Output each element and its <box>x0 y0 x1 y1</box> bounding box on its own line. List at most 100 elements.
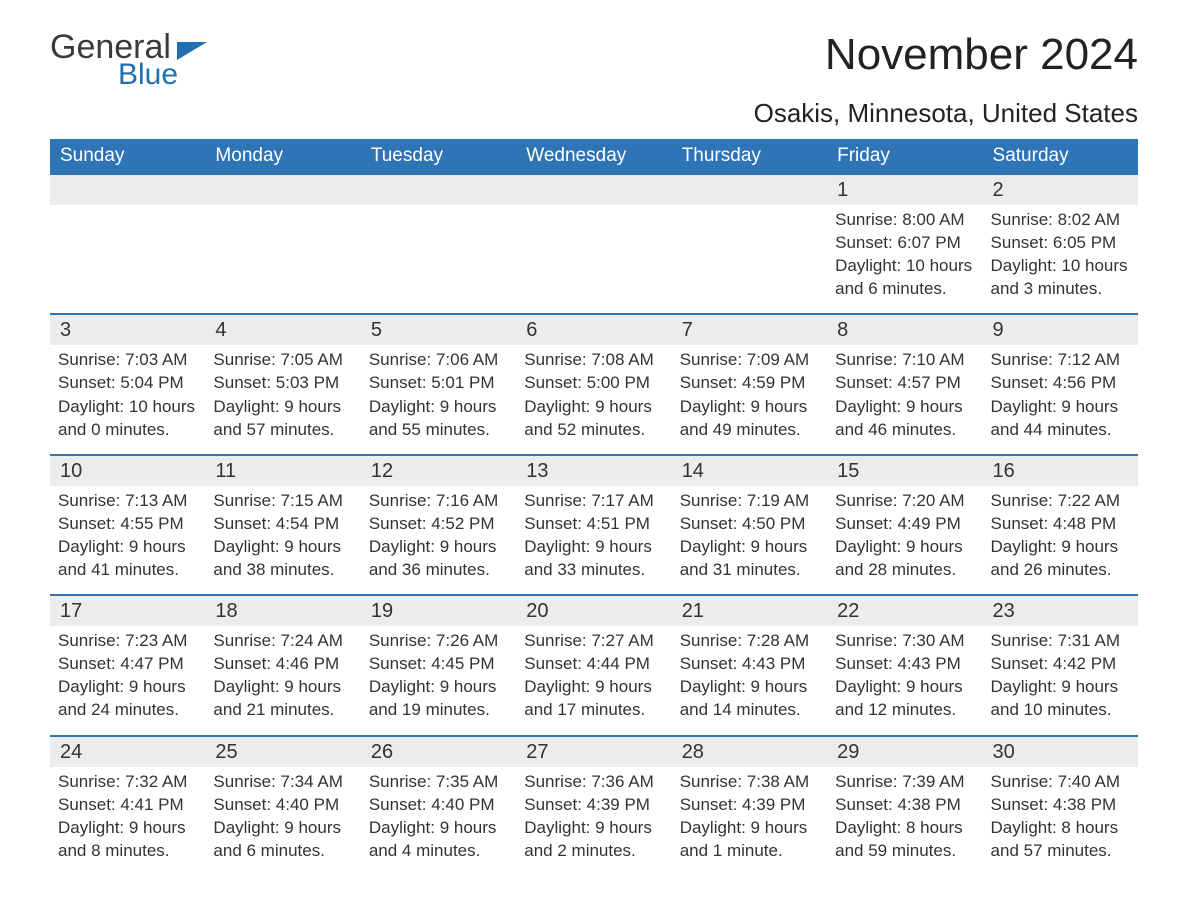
day-number: 23 <box>983 596 1138 626</box>
day-details: Sunrise: 7:05 AMSunset: 5:03 PMDaylight:… <box>213 349 352 440</box>
day-sunset: Sunset: 4:40 PM <box>213 794 352 816</box>
day-number: 29 <box>827 737 982 767</box>
day-number: 30 <box>983 737 1138 767</box>
day-dl1: Daylight: 8 hours <box>835 817 974 839</box>
day-dl2: and 17 minutes. <box>524 699 663 721</box>
day-sunset: Sunset: 4:50 PM <box>680 513 819 535</box>
day-number: 19 <box>361 596 516 626</box>
day-details: Sunrise: 7:03 AMSunset: 5:04 PMDaylight:… <box>58 349 197 440</box>
day-details: Sunrise: 7:28 AMSunset: 4:43 PMDaylight:… <box>680 630 819 721</box>
day-dl2: and 38 minutes. <box>213 559 352 581</box>
day-sunrise: Sunrise: 7:16 AM <box>369 490 508 512</box>
day-cell: 19 Sunrise: 7:26 AMSunset: 4:45 PMDayligh… <box>361 596 516 730</box>
day-sunrise: Sunrise: 7:24 AM <box>213 630 352 652</box>
day-sunset: Sunset: 5:03 PM <box>213 372 352 394</box>
day-sunset: Sunset: 4:46 PM <box>213 653 352 675</box>
day-dl1: Daylight: 9 hours <box>680 676 819 698</box>
day-cell: 26Sunrise: 7:35 AMSunset: 4:40 PMDayligh… <box>361 737 516 871</box>
day-dl2: and 33 minutes. <box>524 559 663 581</box>
day-number: 3 <box>50 315 205 345</box>
day-dl1: Daylight: 9 hours <box>835 676 974 698</box>
day-sunset: Sunset: 4:47 PM <box>58 653 197 675</box>
day-cell: 0 <box>672 175 827 309</box>
day-sunrise: Sunrise: 7:39 AM <box>835 771 974 793</box>
day-dl2: and 14 minutes. <box>680 699 819 721</box>
day-dl1: Daylight: 9 hours <box>680 536 819 558</box>
day-dl2: and 46 minutes. <box>835 419 974 441</box>
day-details: Sunrise: 7:16 AMSunset: 4:52 PMDaylight:… <box>369 490 508 581</box>
day-cell: 28Sunrise: 7:38 AMSunset: 4:39 PMDayligh… <box>672 737 827 871</box>
day-sunrise: Sunrise: 7:26 AM <box>369 630 508 652</box>
day-dl2: and 55 minutes. <box>369 419 508 441</box>
day-number: 11 <box>205 456 360 486</box>
day-dl2: and 57 minutes. <box>991 840 1130 862</box>
day-dl1: Daylight: 9 hours <box>991 396 1130 418</box>
day-sunset: Sunset: 4:51 PM <box>524 513 663 535</box>
day-cell: 29 Sunrise: 7:39 AMSunset: 4:38 PMDayligh… <box>827 737 982 871</box>
weekday-header: Saturday <box>983 139 1138 173</box>
day-number: 0 <box>672 175 827 205</box>
day-cell: 13Sunrise: 7:17 AMSunset: 4:51 PMDayligh… <box>516 456 671 590</box>
day-number: 0 <box>50 175 205 205</box>
day-dl1: Daylight: 10 hours <box>835 255 974 277</box>
day-dl2: and 24 minutes. <box>58 699 197 721</box>
weekday-header: Friday <box>827 139 982 173</box>
day-number: 10 <box>50 456 205 486</box>
day-details: Sunrise: 7:15 AMSunset: 4:54 PMDaylight:… <box>213 490 352 581</box>
day-dl1: Daylight: 9 hours <box>58 536 197 558</box>
day-sunrise: Sunrise: 7:03 AM <box>58 349 197 371</box>
location-label: Osakis, Minnesota, United States <box>50 98 1138 129</box>
day-details: Sunrise: 7:30 AMSunset: 4:43 PMDaylight:… <box>835 630 974 721</box>
day-dl1: Daylight: 9 hours <box>835 536 974 558</box>
day-dl2: and 1 minute. <box>680 840 819 862</box>
day-dl2: and 52 minutes. <box>524 419 663 441</box>
day-number: 0 <box>205 175 360 205</box>
day-sunrise: Sunrise: 7:27 AM <box>524 630 663 652</box>
day-sunset: Sunset: 6:07 PM <box>835 232 974 254</box>
day-cell: 22Sunrise: 7:30 AMSunset: 4:43 PMDayligh… <box>827 596 982 730</box>
day-sunset: Sunset: 4:45 PM <box>369 653 508 675</box>
day-sunset: Sunset: 4:55 PM <box>58 513 197 535</box>
day-dl1: Daylight: 9 hours <box>369 676 508 698</box>
day-dl2: and 0 minutes. <box>58 419 197 441</box>
day-sunrise: Sunrise: 8:00 AM <box>835 209 974 231</box>
day-cell: 17 Sunrise: 7:23 AMSunset: 4:47 PMDayligh… <box>50 596 205 730</box>
day-details: Sunrise: 7:23 AMSunset: 4:47 PMDaylight:… <box>58 630 197 721</box>
day-details: Sunrise: 7:27 AMSunset: 4:44 PMDaylight:… <box>524 630 663 721</box>
title-block: November 2024 <box>825 30 1138 80</box>
day-dl2: and 28 minutes. <box>835 559 974 581</box>
day-cell: 0 <box>361 175 516 309</box>
day-cell: 9 Sunrise: 7:12 AMSunset: 4:56 PMDaylight… <box>983 315 1138 449</box>
day-dl1: Daylight: 9 hours <box>680 396 819 418</box>
day-sunset: Sunset: 4:38 PM <box>835 794 974 816</box>
day-dl1: Daylight: 9 hours <box>524 396 663 418</box>
weekday-header-row: SundayMondayTuesdayWednesdayThursdayFrid… <box>50 139 1138 173</box>
day-sunset: Sunset: 4:56 PM <box>991 372 1130 394</box>
day-sunrise: Sunrise: 7:30 AM <box>835 630 974 652</box>
day-cell: 12Sunrise: 7:16 AMSunset: 4:52 PMDayligh… <box>361 456 516 590</box>
day-dl1: Daylight: 9 hours <box>991 676 1130 698</box>
day-number: 9 <box>983 315 1138 345</box>
day-number: 17 <box>50 596 205 626</box>
day-sunset: Sunset: 5:00 PM <box>524 372 663 394</box>
day-sunrise: Sunrise: 7:17 AM <box>524 490 663 512</box>
day-sunrise: Sunrise: 7:38 AM <box>680 771 819 793</box>
day-cell: 0 <box>205 175 360 309</box>
day-sunrise: Sunrise: 7:05 AM <box>213 349 352 371</box>
day-number: 18 <box>205 596 360 626</box>
day-dl2: and 6 minutes. <box>835 278 974 300</box>
day-cell: 18 Sunrise: 7:24 AMSunset: 4:46 PMDayligh… <box>205 596 360 730</box>
day-cell: 3 Sunrise: 7:03 AMSunset: 5:04 PMDaylight… <box>50 315 205 449</box>
day-details: Sunrise: 7:35 AMSunset: 4:40 PMDaylight:… <box>369 771 508 862</box>
day-dl1: Daylight: 9 hours <box>369 536 508 558</box>
day-cell: 24Sunrise: 7:32 AMSunset: 4:41 PMDayligh… <box>50 737 205 871</box>
day-cell: 0 <box>516 175 671 309</box>
day-details: Sunrise: 7:20 AMSunset: 4:49 PMDaylight:… <box>835 490 974 581</box>
day-dl1: Daylight: 9 hours <box>213 676 352 698</box>
header: General Blue November 2024 <box>50 30 1138 90</box>
day-dl2: and 49 minutes. <box>680 419 819 441</box>
day-sunset: Sunset: 6:05 PM <box>991 232 1130 254</box>
day-cell: 7Sunrise: 7:09 AMSunset: 4:59 PMDaylight… <box>672 315 827 449</box>
day-sunrise: Sunrise: 7:12 AM <box>991 349 1130 371</box>
logo-flag-icon <box>177 42 207 60</box>
